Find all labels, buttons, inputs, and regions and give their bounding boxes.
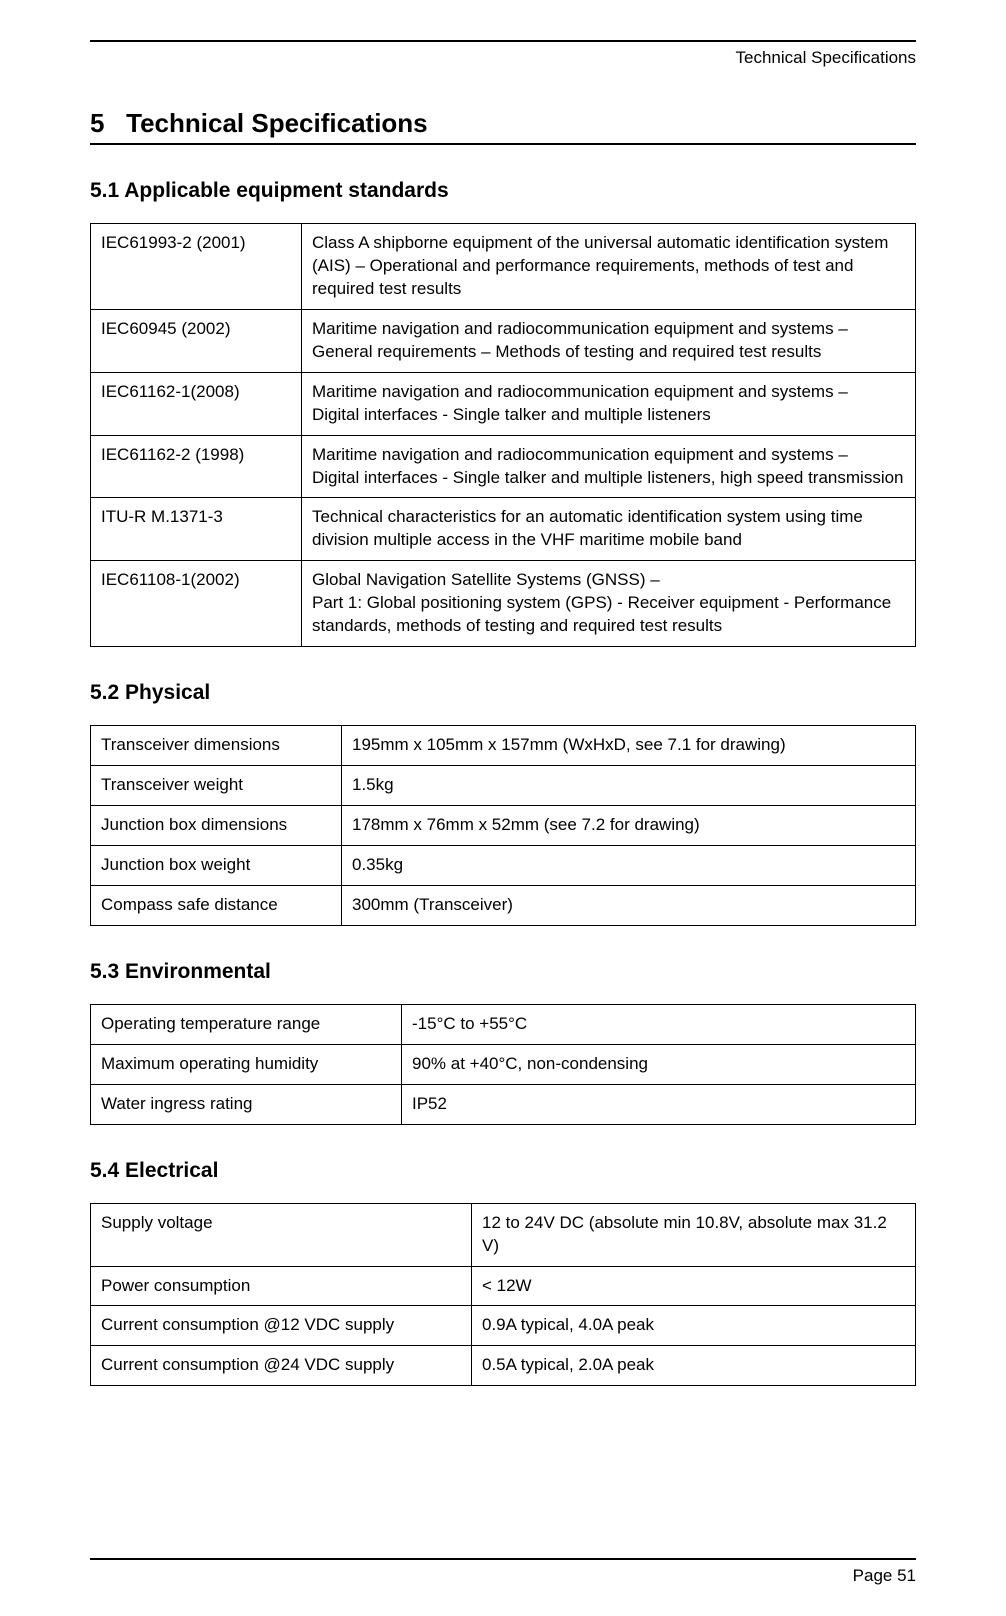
table-row: IEC61108-1(2002)Global Navigation Satell… [91,561,916,647]
table-row: Water ingress ratingIP52 [91,1084,916,1124]
spec-key: Junction box dimensions [91,806,342,846]
spec-key: ITU-R M.1371-3 [91,498,302,561]
section-title: 5 Technical Specifications [90,108,916,143]
table-row: IEC61993-2 (2001)Class A shipborne equip… [91,224,916,310]
heading-5-4: 5.4 Electrical [90,1159,916,1183]
section-number: 5 [90,108,104,138]
spec-key: Transceiver weight [91,766,342,806]
spec-value: 0.9A typical, 4.0A peak [472,1306,916,1346]
spec-value: Technical characteristics for an automat… [302,498,916,561]
spec-value: 195mm x 105mm x 157mm (WxHxD, see 7.1 fo… [342,726,916,766]
spec-key: IEC61993-2 (2001) [91,224,302,310]
table-row: Junction box dimensions178mm x 76mm x 52… [91,806,916,846]
table-row: IEC61162-2 (1998)Maritime navigation and… [91,435,916,498]
heading-5-3: 5.3 Environmental [90,960,916,984]
page: Technical Specifications 5 Technical Spe… [0,0,1006,1616]
page-number: Page 51 [90,1560,916,1586]
spec-value: -15°C to +55°C [402,1004,916,1044]
table-row: IEC61162-1(2008)Maritime navigation and … [91,372,916,435]
spec-key: Power consumption [91,1266,472,1306]
section-name: Technical Specifications [126,108,428,138]
spec-value: IP52 [402,1084,916,1124]
spec-key: Transceiver dimensions [91,726,342,766]
spec-key: Maximum operating humidity [91,1044,402,1084]
section-rule [90,143,916,145]
spec-value: Maritime navigation and radiocommunicati… [302,372,916,435]
spec-key: Compass safe distance [91,885,342,925]
table-row: Maximum operating humidity90% at +40°C, … [91,1044,916,1084]
table-row: Compass safe distance300mm (Transceiver) [91,885,916,925]
table-standards: IEC61993-2 (2001)Class A shipborne equip… [90,223,916,647]
table-row: ITU-R M.1371-3Technical characteristics … [91,498,916,561]
spec-key: IEC61108-1(2002) [91,561,302,647]
table-row: Power consumption< 12W [91,1266,916,1306]
table-environmental: Operating temperature range-15°C to +55°… [90,1004,916,1125]
top-rule [90,40,916,42]
spec-key: IEC61162-1(2008) [91,372,302,435]
spec-value: Maritime navigation and radiocommunicati… [302,309,916,372]
table-row: Current consumption @12 VDC supply0.9A t… [91,1306,916,1346]
spec-key: Water ingress rating [91,1084,402,1124]
spec-value: 0.5A typical, 2.0A peak [472,1346,916,1386]
spec-key: IEC61162-2 (1998) [91,435,302,498]
spec-value: 300mm (Transceiver) [342,885,916,925]
spec-value: 178mm x 76mm x 52mm (see 7.2 for drawing… [342,806,916,846]
spec-value: < 12W [472,1266,916,1306]
table-physical: Transceiver dimensions195mm x 105mm x 15… [90,725,916,926]
running-head: Technical Specifications [90,48,916,68]
spec-key: Current consumption @12 VDC supply [91,1306,472,1346]
table-row: Operating temperature range-15°C to +55°… [91,1004,916,1044]
spec-value: Maritime navigation and radiocommunicati… [302,435,916,498]
table-row: IEC60945 (2002)Maritime navigation and r… [91,309,916,372]
spec-key: Operating temperature range [91,1004,402,1044]
spec-key: IEC60945 (2002) [91,309,302,372]
table-row: Transceiver dimensions195mm x 105mm x 15… [91,726,916,766]
spec-value: 0.35kg [342,845,916,885]
table-row: Junction box weight0.35kg [91,845,916,885]
spec-value: 90% at +40°C, non-condensing [402,1044,916,1084]
table-row: Transceiver weight1.5kg [91,766,916,806]
spec-key: Junction box weight [91,845,342,885]
heading-5-1: 5.1 Applicable equipment standards [90,179,916,203]
spec-key: Current consumption @24 VDC supply [91,1346,472,1386]
spec-value: 1.5kg [342,766,916,806]
spec-value: 12 to 24V DC (absolute min 10.8V, absolu… [472,1203,916,1266]
table-row: Current consumption @24 VDC supply0.5A t… [91,1346,916,1386]
spec-value: Global Navigation Satellite Systems (GNS… [302,561,916,647]
table-row: Supply voltage12 to 24V DC (absolute min… [91,1203,916,1266]
spec-key: Supply voltage [91,1203,472,1266]
spacer [90,1420,916,1538]
heading-5-2: 5.2 Physical [90,681,916,705]
table-electrical: Supply voltage12 to 24V DC (absolute min… [90,1203,916,1387]
spec-value: Class A shipborne equipment of the unive… [302,224,916,310]
